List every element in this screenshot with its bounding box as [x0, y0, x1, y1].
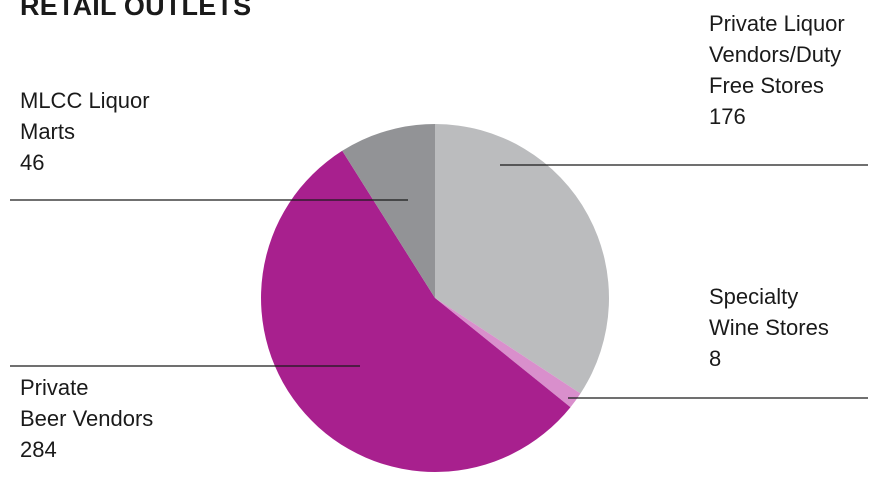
label-mlcc-liquor-marts: MLCC Liquor Marts 46	[20, 85, 150, 178]
slice-specialty-wine-stores	[435, 298, 581, 408]
label-line: Wine Stores	[709, 315, 829, 340]
slice-value: 284	[20, 437, 57, 462]
slice-private-beer-vendors	[261, 150, 571, 472]
label-line: Vendors/Duty	[709, 42, 842, 67]
label-line: Private	[20, 375, 89, 400]
label-private-beer-vendors: Private Beer Vendors 284	[20, 372, 153, 465]
slice-value: 176	[709, 104, 746, 129]
label-line: Private Liquor	[709, 11, 845, 36]
label-private-liquor-vendors: Private Liquor Vendors/Duty Free Stores …	[709, 8, 845, 132]
label-specialty-wine-stores: Specialty Wine Stores 8	[709, 281, 829, 374]
label-line: Specialty	[709, 284, 799, 309]
slice-value: 46	[20, 150, 45, 175]
chart-title: RETAIL OUTLETS	[20, 0, 252, 21]
label-line: MLCC Liquor	[20, 88, 150, 113]
label-line: Marts	[20, 119, 75, 144]
label-line: Beer Vendors	[20, 406, 154, 431]
slice-private-liquor-vendors	[435, 124, 609, 394]
slice-mlcc-liquor-marts	[342, 124, 435, 298]
slice-value: 8	[709, 346, 722, 371]
label-line: Free Stores	[709, 73, 824, 98]
